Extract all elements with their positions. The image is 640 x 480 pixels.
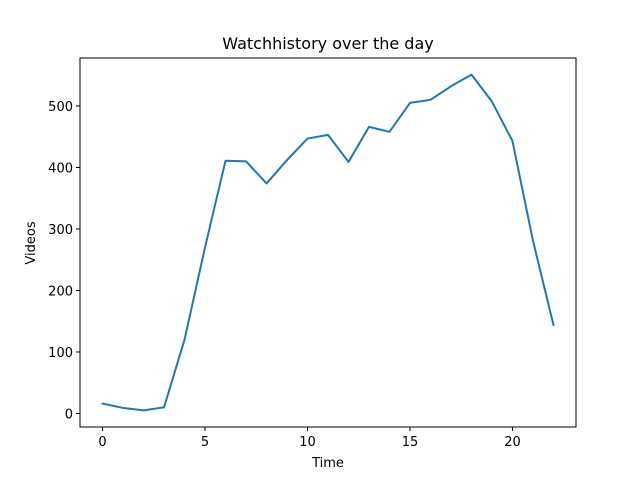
y-tick-label: 100 [48, 346, 73, 361]
axes-frame [79, 57, 577, 428]
y-tick-label: 500 [48, 100, 73, 115]
x-tick-label: 0 [98, 435, 106, 450]
x-axis-label: Time [311, 456, 344, 471]
y-axis-label: Videos [24, 221, 39, 264]
x-tick-label: 10 [299, 435, 316, 450]
series-line-0 [101, 73, 555, 412]
x-tick-label: 5 [201, 435, 209, 450]
y-tick-label: 400 [48, 161, 73, 176]
chart-title: Watchhistory over the day [222, 34, 433, 53]
y-tick-label: 200 [48, 284, 73, 299]
x-tick-label: 15 [402, 435, 419, 450]
y-tick-label: 0 [65, 407, 73, 422]
x-tick-label: 20 [504, 435, 521, 450]
y-tick-label: 300 [48, 223, 73, 238]
